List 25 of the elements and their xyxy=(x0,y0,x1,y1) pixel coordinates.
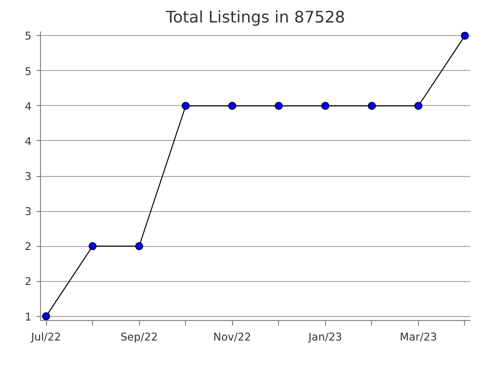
x-tick-label: Jan/23 xyxy=(308,330,342,344)
point xyxy=(321,102,330,110)
point xyxy=(182,102,190,110)
point xyxy=(88,242,97,250)
x-tick-label: Jul/22 xyxy=(30,330,62,344)
x-tick-label: Nov/22 xyxy=(213,330,252,344)
point xyxy=(274,102,283,110)
point xyxy=(368,102,376,110)
y-tick-label: 4 xyxy=(24,100,32,113)
y-tick-label: 1 xyxy=(24,310,32,324)
point xyxy=(414,102,422,110)
y-tick-label: 3 xyxy=(24,170,32,183)
point xyxy=(460,32,469,40)
y-tick-label: 3 xyxy=(24,205,32,218)
x-tick-label: Mar/23 xyxy=(400,330,438,344)
y-tick-label: 2 xyxy=(24,240,32,254)
y-tick-label: 5 xyxy=(24,30,32,43)
y-tick-label: 5 xyxy=(24,64,32,78)
point xyxy=(135,242,144,250)
chart-title: Total Listings in 87528 xyxy=(164,8,346,26)
x-tick-label: Sep/22 xyxy=(120,330,158,344)
point xyxy=(42,312,50,320)
point xyxy=(228,102,236,110)
y-tick-label: 4 xyxy=(24,134,32,148)
y-tick-label: 2 xyxy=(24,275,32,288)
